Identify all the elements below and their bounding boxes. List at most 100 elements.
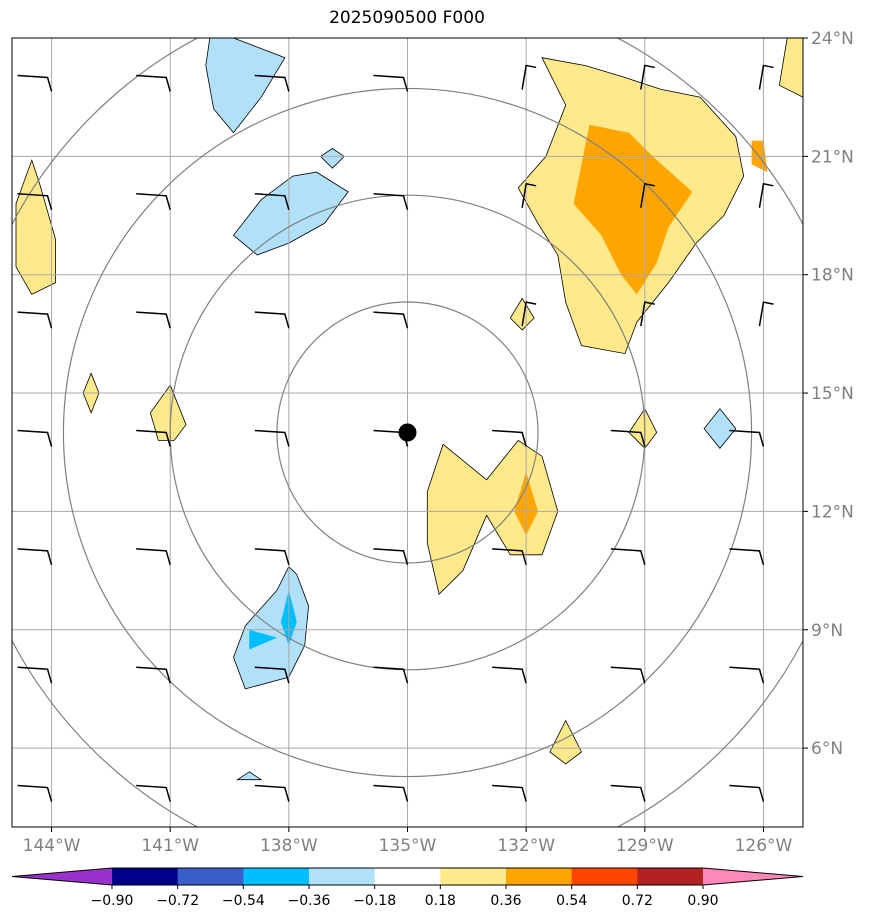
wind-barb	[373, 784, 409, 802]
wind-barb	[373, 666, 409, 684]
wind-barb	[758, 301, 774, 327]
colorbar-segment	[243, 868, 310, 885]
colorbar-segment	[637, 868, 704, 885]
wind-barb	[254, 784, 290, 802]
wind-barb	[610, 784, 646, 802]
y-axis-ticks: 6°N 9°N 12°N 15°N 18°N 21°N 24°N	[803, 29, 854, 759]
y-tick-label: 9°N	[811, 621, 843, 641]
wind-barb	[373, 311, 409, 329]
wind-barb	[254, 193, 290, 211]
wind-barb	[640, 301, 655, 327]
contour-fill-11	[549, 720, 582, 764]
wind-barb	[758, 182, 774, 208]
x-tick-label: 138°W	[260, 836, 318, 856]
wind-barb	[136, 193, 171, 211]
zero-contours	[15, 38, 803, 781]
contour-line-9	[509, 297, 535, 331]
colorbar-tick-label: −0.54	[222, 893, 265, 909]
wind-barb	[17, 548, 53, 566]
chart-title: 2025090500 F000	[329, 8, 485, 28]
contour-line-4	[15, 159, 56, 295]
contour-fill-2	[573, 124, 693, 295]
wind-barb	[17, 311, 53, 329]
wind-barb	[17, 74, 53, 92]
wind-barb	[254, 429, 290, 447]
colorbar-extend-max	[703, 868, 803, 885]
wind-barb	[521, 182, 537, 208]
wind-barb	[729, 429, 765, 447]
colorbar-segment	[309, 868, 376, 885]
colorbar-segment	[440, 868, 507, 885]
contour-line-1	[778, 38, 803, 98]
colorbar-segment	[374, 868, 441, 885]
range-ring-2	[169, 194, 646, 671]
contour-fill-12	[205, 38, 285, 133]
y-tick-label: 12°N	[811, 502, 854, 522]
wind-barb	[17, 429, 53, 447]
colorbar: −0.90 −0.72 −0.54 −0.36 −0.18 0.18 0.36 0.54 0.7…	[11, 867, 804, 909]
colorbar-tick-label: −0.90	[91, 893, 134, 909]
wind-barb	[492, 548, 527, 566]
contour-line-5	[426, 439, 559, 595]
colorbar-segment	[571, 868, 638, 885]
wind-barb	[492, 666, 527, 684]
colorbar-segment	[112, 868, 179, 885]
colorbar-segment	[506, 868, 573, 885]
wind-barb	[254, 311, 290, 329]
contour-line-13	[232, 171, 349, 256]
x-tick-label: 126°W	[735, 836, 793, 856]
storm-center-group	[398, 423, 417, 442]
colorbar-tick-label: −0.72	[156, 893, 199, 909]
wind-barb	[254, 666, 290, 684]
x-tick-label: 132°W	[497, 836, 555, 856]
contour-fill-17	[320, 148, 345, 169]
wind-barb	[492, 429, 527, 447]
wind-barb	[610, 548, 646, 566]
wind-barb	[254, 548, 290, 566]
contour-line-7	[149, 384, 187, 441]
contour-line-11	[549, 719, 583, 765]
contour-line-8	[82, 372, 100, 414]
x-tick-label: 129°W	[616, 836, 674, 856]
x-tick-label: 141°W	[141, 836, 199, 856]
wind-barb	[729, 666, 765, 684]
contour-line-14	[233, 565, 310, 690]
wind-barb	[373, 548, 409, 566]
wind-barb	[136, 311, 171, 329]
wind-barb	[373, 74, 409, 92]
wind-barb	[521, 64, 537, 90]
y-tick-label: 21°N	[811, 147, 854, 167]
wind-barb	[521, 301, 537, 327]
wind-barb	[17, 193, 53, 211]
contour-fill-9	[510, 298, 535, 330]
y-tick-label: 15°N	[811, 384, 854, 404]
wind-barb	[17, 666, 53, 684]
contour-fill-13	[233, 172, 349, 255]
colorbar-tick-label: 0.18	[425, 893, 456, 909]
x-tick-label: 144°W	[23, 836, 81, 856]
contour-line-18	[703, 408, 737, 449]
y-tick-label: 24°N	[811, 29, 854, 49]
wind-barb	[136, 548, 171, 566]
contour-fill-7	[150, 385, 186, 441]
contour-fill-16	[249, 629, 277, 650]
colorbar-tick-label: 0.36	[490, 893, 521, 909]
contour-line-17	[319, 148, 345, 169]
wind-barb	[729, 784, 765, 802]
wind-barb	[136, 429, 171, 447]
colorbar-tick-label: 0.72	[622, 893, 653, 909]
contour-fill-19	[237, 771, 262, 780]
x-tick-label: 135°W	[379, 836, 437, 856]
wind-barb	[254, 74, 290, 92]
colorbar-extend-min	[12, 868, 112, 885]
contour-line-12	[205, 38, 286, 134]
wind-barb	[492, 784, 527, 802]
y-tick-label: 18°N	[811, 266, 854, 286]
storm-center-marker	[398, 423, 417, 442]
wind-barb	[640, 182, 655, 208]
colorbar-segment	[177, 868, 244, 885]
wind-barb	[17, 784, 53, 802]
wind-barb	[610, 429, 646, 447]
contour-line-0	[517, 57, 745, 355]
